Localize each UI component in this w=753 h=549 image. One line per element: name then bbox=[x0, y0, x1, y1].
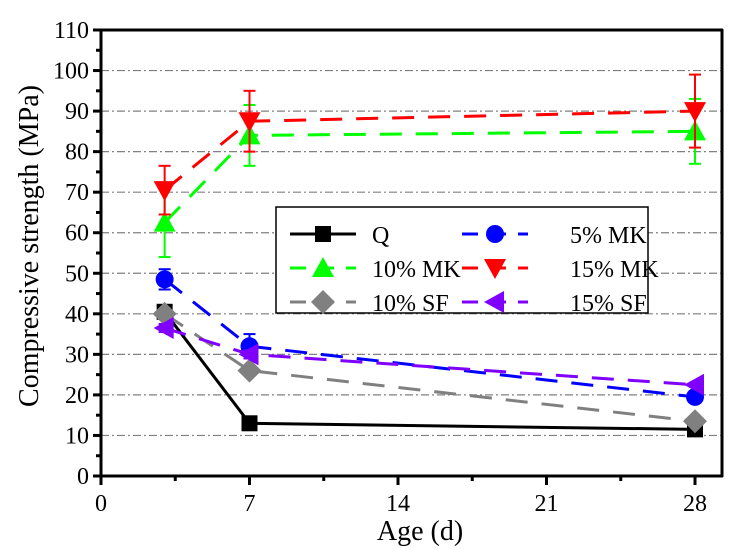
y-tick-label: 70 bbox=[65, 180, 89, 206]
data-point bbox=[684, 102, 706, 123]
x-tick-label: 28 bbox=[683, 491, 707, 517]
legend-label: 10% SF bbox=[372, 291, 449, 317]
y-axis-title: Compressive strength (MPa) bbox=[14, 85, 45, 407]
legend-entry: 5% MK bbox=[462, 223, 647, 249]
x-tick-label: 14 bbox=[386, 491, 410, 517]
y-tick-label: 100 bbox=[53, 59, 89, 85]
y-tick-label: 40 bbox=[65, 302, 89, 328]
series-15-mk bbox=[153, 73, 706, 216]
y-tick-label: 10 bbox=[65, 423, 89, 449]
series-line bbox=[163, 312, 696, 423]
y-tick-label: 20 bbox=[65, 383, 89, 409]
x-tick-label: 7 bbox=[244, 491, 256, 517]
x-tick-label: 0 bbox=[95, 491, 107, 517]
data-point bbox=[153, 211, 176, 232]
y-tick-label: 60 bbox=[65, 221, 89, 247]
data-point bbox=[155, 270, 174, 289]
data-point bbox=[238, 343, 259, 366]
legend-marker bbox=[312, 257, 334, 277]
data-point bbox=[241, 415, 258, 432]
legend-entry: 15% SF bbox=[462, 291, 647, 317]
legend-marker bbox=[311, 290, 335, 314]
x-axis-title: Age (d) bbox=[377, 516, 463, 547]
series-line bbox=[163, 109, 696, 192]
data-point bbox=[683, 409, 707, 434]
y-tick-label: 50 bbox=[65, 261, 89, 287]
legend-label: 15% SF bbox=[570, 291, 647, 317]
series-15-sf bbox=[153, 317, 704, 396]
series-10-sf bbox=[152, 301, 707, 434]
y-tick-label: 80 bbox=[65, 140, 89, 166]
legend-marker bbox=[486, 225, 504, 243]
axes: 0 10 20 30 40 50 60 70 80 90 100 110 0 7 14 21 28 bbox=[53, 18, 724, 517]
data-point bbox=[238, 112, 261, 133]
legend-entry: 10% SF bbox=[290, 290, 449, 317]
y-tick-label: 30 bbox=[65, 342, 89, 368]
data-point bbox=[684, 373, 704, 396]
legend-entry: 10% MK bbox=[290, 257, 461, 283]
legend: Q 5% MK 10% MK 15% MK 10% SF 15% SF bbox=[275, 206, 659, 317]
legend-label: Q bbox=[372, 223, 389, 249]
legend-entry: Q bbox=[290, 223, 389, 249]
legend-marker bbox=[484, 291, 504, 313]
data-point bbox=[237, 358, 262, 383]
y-tick-label: 90 bbox=[65, 99, 89, 125]
y-tick-label: 0 bbox=[77, 464, 89, 490]
legend-box bbox=[275, 206, 649, 314]
legend-entry: 15% MK bbox=[462, 257, 659, 283]
data-point bbox=[153, 181, 176, 202]
data-point bbox=[153, 317, 174, 340]
legend-marker bbox=[484, 259, 506, 279]
legend-label: 15% MK bbox=[570, 257, 659, 283]
y-tick-label: 110 bbox=[54, 18, 89, 44]
legend-label: 5% MK bbox=[570, 223, 647, 249]
legend-marker bbox=[315, 226, 331, 242]
x-tick-label: 21 bbox=[535, 491, 559, 517]
legend-label: 10% MK bbox=[372, 257, 461, 283]
series-layer bbox=[152, 73, 707, 438]
